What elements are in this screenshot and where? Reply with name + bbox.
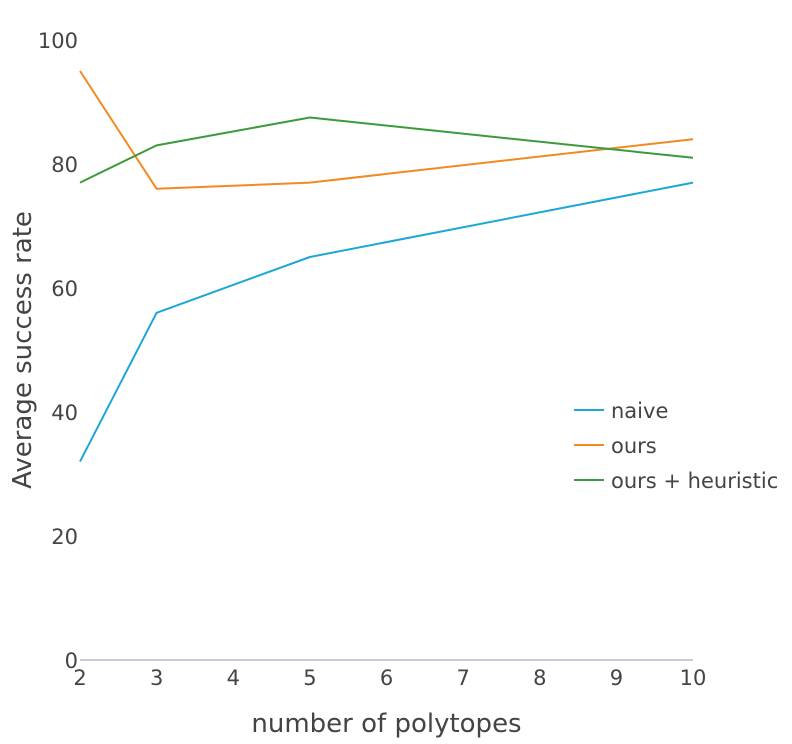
legend-label: ours [611,434,657,458]
x-tick-label: 2 [73,666,86,690]
legend-label: ours + heuristic [611,469,778,493]
x-tick-label: 9 [610,666,623,690]
legend: naive ours ours + heuristic [574,399,778,493]
y-tick-label: 80 [51,153,78,177]
x-axis-title: number of polytopes [251,709,521,739]
y-tick-label: 40 [51,401,78,425]
x-tick-label: 7 [456,666,469,690]
x-tick-label: 4 [227,666,240,690]
series-line-ours-heuristic [79,116,694,184]
series-line-naive [79,181,694,463]
x-tick-label: 5 [303,666,316,690]
y-axis-ticks: 0 20 40 60 80 100 [38,29,78,673]
x-tick-label: 8 [533,666,546,690]
y-tick-label: 0 [65,649,78,673]
series-line-ours [79,70,694,190]
legend-label: naive [611,399,668,423]
x-axis-ticks: 2 3 4 5 6 7 8 9 10 [73,666,706,690]
x-tick-label: 6 [380,666,393,690]
y-axis-title: Average success rate [8,211,38,489]
series-lines [79,70,694,463]
y-tick-label: 20 [51,525,78,549]
y-tick-label: 100 [38,29,78,53]
y-tick-label: 60 [51,277,78,301]
x-tick-label: 10 [680,666,707,690]
x-tick-label: 3 [150,666,163,690]
